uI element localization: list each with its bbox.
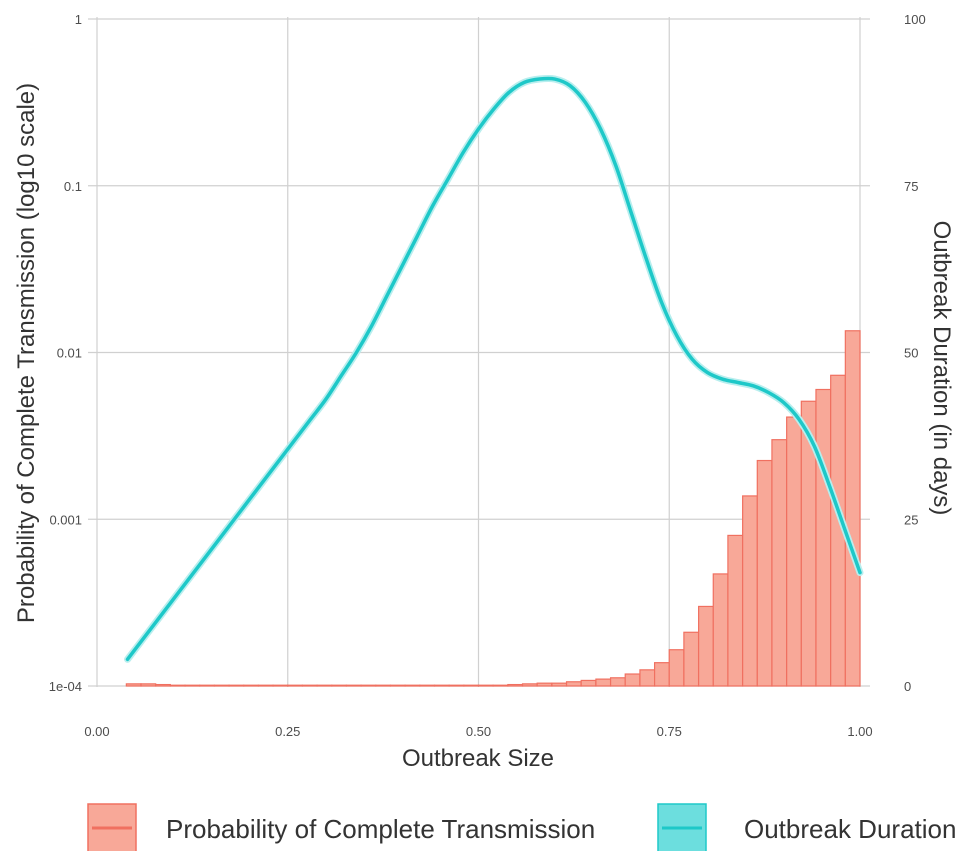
y-left-tick-label-2: 0.01 xyxy=(57,346,82,361)
bar-7 xyxy=(228,684,245,687)
bar-31 xyxy=(580,679,597,687)
bar-37 xyxy=(668,649,685,687)
bar-25 xyxy=(492,684,509,687)
bar-29 xyxy=(551,682,568,687)
bar-34 xyxy=(624,673,641,687)
y-left-tick-label-3: 0.1 xyxy=(64,179,82,194)
bar-18 xyxy=(389,684,406,687)
y-left-tick-label-4: 1 xyxy=(75,12,82,27)
bar-45 xyxy=(786,416,802,687)
y-left-axis-title: Probability of Complete Transmission (lo… xyxy=(13,83,40,623)
bar-27 xyxy=(521,683,538,687)
bar-14 xyxy=(331,684,348,687)
bar-49 xyxy=(844,330,861,687)
bar-11 xyxy=(287,684,304,687)
bar-1 xyxy=(140,683,157,687)
bar-33 xyxy=(609,677,626,687)
y-left-axis-ticks: 1e-04 0.001 0.01 0.1 1 xyxy=(49,12,82,694)
bars xyxy=(125,330,861,687)
y-left-tick-label-1: 0.001 xyxy=(49,512,82,527)
bar-47 xyxy=(815,388,832,687)
bar-30 xyxy=(565,681,582,687)
bar-6 xyxy=(213,684,230,687)
bar-22 xyxy=(448,684,465,687)
bar-23 xyxy=(463,684,480,687)
x-axis-title: Outbreak Size xyxy=(402,745,554,772)
x-tick-label-0: 0.00 xyxy=(84,724,109,739)
bar-20 xyxy=(419,684,436,687)
legend-item-probability: Probability of Complete Transmission xyxy=(87,803,595,851)
bar-13 xyxy=(316,684,333,687)
y-right-tick-label-3: 75 xyxy=(904,179,918,194)
y-right-tick-label-1: 25 xyxy=(904,512,918,527)
y-left-tick-label-0: 1e-04 xyxy=(49,679,82,694)
bar-32 xyxy=(595,678,612,687)
x-tick-label-3: 0.75 xyxy=(657,724,682,739)
y-right-tick-label-0: 0 xyxy=(904,679,911,694)
bar-43 xyxy=(756,459,773,687)
bar-40 xyxy=(712,573,729,687)
y-right-tick-label-4: 100 xyxy=(904,12,926,27)
bar-36 xyxy=(653,662,670,687)
duration-line-layer xyxy=(124,74,864,663)
x-tick-label-1: 0.25 xyxy=(275,724,300,739)
bar-8 xyxy=(243,684,259,687)
legend-label-probability: Probability of Complete Transmission xyxy=(166,814,595,844)
x-tick-label-2: 0.50 xyxy=(466,724,491,739)
x-axis-ticks: 0.00 0.25 0.50 0.75 1.00 xyxy=(84,724,872,739)
bar-9 xyxy=(257,684,274,687)
bar-16 xyxy=(360,684,377,687)
legend: Probability of Complete Transmission Out… xyxy=(87,803,956,851)
bar-39 xyxy=(698,605,714,687)
bar-0 xyxy=(125,683,142,687)
bar-44 xyxy=(771,439,788,687)
y-right-axis-title: Outbreak Duration (in days) xyxy=(928,221,955,516)
duration-line xyxy=(125,76,862,662)
bar-38 xyxy=(683,631,700,687)
bar-19 xyxy=(404,684,421,687)
x-tick-label-4: 1.00 xyxy=(847,724,872,739)
bar-2 xyxy=(155,683,171,687)
bar-10 xyxy=(272,684,289,687)
bar-15 xyxy=(345,684,362,687)
bar-4 xyxy=(184,684,201,687)
bar-5 xyxy=(199,684,215,687)
bar-3 xyxy=(169,684,186,687)
bar-35 xyxy=(639,669,656,687)
y-right-tick-label-2: 50 xyxy=(904,346,918,361)
bar-42 xyxy=(742,495,758,687)
bar-41 xyxy=(727,534,744,687)
bar-28 xyxy=(536,682,553,687)
bar-24 xyxy=(477,684,494,687)
bar-21 xyxy=(433,684,450,687)
legend-item-duration: Outbreak Duration xyxy=(657,803,956,851)
bar-12 xyxy=(301,684,318,687)
bar-26 xyxy=(507,683,524,687)
y-right-axis-ticks: 0 25 50 75 100 xyxy=(904,12,926,694)
bar-17 xyxy=(375,684,392,687)
legend-label-duration: Outbreak Duration xyxy=(744,814,956,844)
